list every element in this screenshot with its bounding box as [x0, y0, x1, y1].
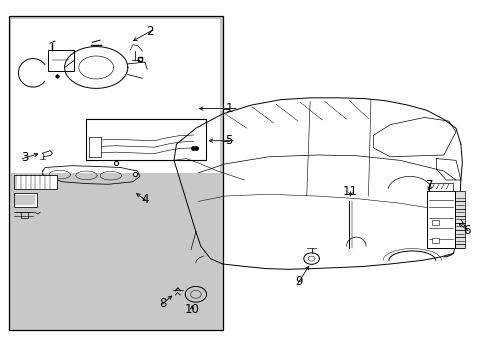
Bar: [431, 220, 438, 225]
Text: 6: 6: [463, 224, 470, 237]
Bar: [426, 191, 454, 248]
Bar: [89, 137, 101, 157]
Bar: [86, 119, 205, 160]
Bar: [11, 19, 220, 173]
Text: 2: 2: [145, 25, 153, 38]
Bar: [454, 191, 464, 248]
Text: 10: 10: [184, 303, 199, 316]
Text: 8: 8: [159, 297, 166, 310]
Text: 11: 11: [342, 185, 357, 198]
Bar: [431, 238, 438, 243]
Text: 1: 1: [225, 102, 232, 115]
Text: 3: 3: [21, 151, 28, 165]
Text: 5: 5: [225, 134, 232, 147]
Bar: [14, 193, 37, 207]
Bar: [14, 175, 57, 189]
Bar: [428, 183, 452, 191]
Bar: [9, 16, 222, 330]
Text: 9: 9: [295, 275, 302, 288]
Text: 4: 4: [141, 193, 148, 206]
Text: 7: 7: [426, 179, 433, 192]
